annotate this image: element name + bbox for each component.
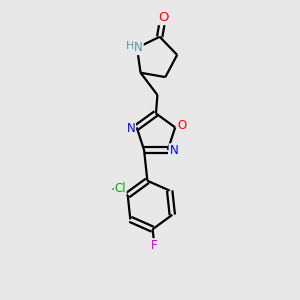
Text: O: O xyxy=(177,119,186,132)
Text: N: N xyxy=(134,41,143,54)
Text: F: F xyxy=(151,239,158,252)
Text: Cl: Cl xyxy=(114,182,126,195)
Text: N: N xyxy=(126,122,135,134)
Text: O: O xyxy=(158,11,168,24)
Text: H: H xyxy=(126,41,135,51)
Text: N: N xyxy=(169,144,178,157)
